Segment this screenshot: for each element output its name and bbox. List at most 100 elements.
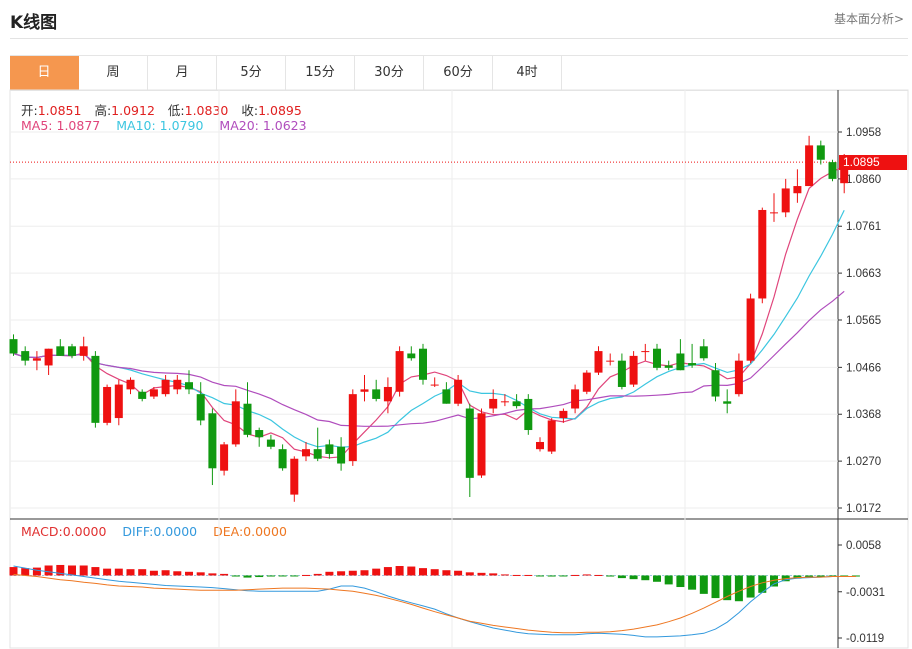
- candle-body: [302, 449, 310, 457]
- macd-tick-label: 0.0058: [846, 540, 881, 552]
- macd-bar: [103, 568, 112, 576]
- macd-bar: [512, 574, 521, 576]
- macd-bar: [653, 575, 661, 582]
- candle-body: [196, 394, 205, 421]
- macd-bar: [21, 568, 30, 576]
- tab-5min[interactable]: 5分: [217, 56, 286, 90]
- price-tick-label: 1.0761: [846, 221, 881, 233]
- macd-bar: [629, 575, 638, 580]
- tab-15min[interactable]: 15分: [286, 56, 355, 90]
- macd-bar: [208, 573, 217, 576]
- macd-bar: [582, 574, 591, 576]
- candle-body: [653, 348, 661, 368]
- candle-body: [688, 363, 697, 366]
- price-tick-label: 1.0368: [846, 409, 881, 421]
- candle-body: [629, 355, 638, 385]
- macd-bar: [290, 575, 299, 577]
- ma5-label: MA5:: [21, 118, 53, 133]
- candle-body: [559, 410, 568, 419]
- candle-body: [208, 413, 217, 469]
- price-tick-label: 1.0172: [846, 503, 881, 515]
- candle-body: [770, 212, 778, 214]
- macd-bar: [793, 575, 802, 579]
- candle-body: [161, 379, 170, 395]
- macd-bar: [255, 575, 264, 578]
- macd-bar: [430, 569, 439, 576]
- macd-bar: [231, 575, 240, 577]
- macd-bar: [243, 575, 252, 578]
- tab-30min[interactable]: 30分: [355, 56, 424, 90]
- ma20-value: 1.0623: [262, 118, 307, 133]
- macd-bar: [477, 572, 486, 576]
- macd-bar: [91, 567, 100, 576]
- macd-bar: [185, 571, 193, 576]
- candle-body: [114, 384, 123, 419]
- candle-body: [571, 389, 580, 409]
- macd-label: MACD:: [21, 524, 63, 539]
- ma10-value: 1.0790: [159, 118, 204, 133]
- page-title: K线图: [10, 13, 58, 33]
- tab-week[interactable]: 周: [79, 56, 148, 90]
- macd-bar: [337, 571, 346, 576]
- candle-body: [313, 449, 322, 459]
- candle-body: [582, 372, 591, 392]
- macd-bar: [68, 565, 76, 576]
- candle-body: [138, 391, 147, 399]
- candle-body: [325, 444, 334, 454]
- ma-legend: MA5: 1.0877 MA10: 1.0790 MA20: 1.0623: [21, 118, 319, 133]
- current-price-tag: 1.0895: [839, 155, 907, 170]
- macd-bar: [617, 575, 626, 579]
- tab-month[interactable]: 月: [148, 56, 217, 90]
- tab-4hour[interactable]: 4时: [493, 56, 562, 90]
- macd-bar: [711, 575, 720, 599]
- low-value: 1.0830: [184, 103, 229, 118]
- macd-bar: [758, 575, 767, 593]
- macd-bar: [734, 575, 743, 602]
- candle-body: [840, 162, 849, 184]
- macd-tick-label: -0.0119: [846, 633, 884, 645]
- macd-bar: [816, 575, 825, 578]
- dea-legend-item: DEA:0.0000: [213, 524, 287, 539]
- macd-bar: [220, 573, 229, 576]
- ma10-line: [13, 209, 845, 448]
- diff-legend-item: DIFF:0.0000: [122, 524, 197, 539]
- macd-bar: [79, 565, 88, 576]
- candle-body: [781, 188, 790, 213]
- macd-bar: [44, 565, 53, 576]
- candle-body: [360, 389, 369, 392]
- macd-tick-label: -0.0031: [846, 587, 885, 599]
- high-label: 高:: [94, 103, 112, 118]
- close-label: 收:: [241, 103, 259, 118]
- candle-body: [103, 386, 112, 423]
- candle-body: [512, 401, 521, 407]
- open-label: 开:: [21, 103, 38, 118]
- candle-body: [664, 365, 673, 368]
- macd-value: 0.0000: [62, 524, 107, 539]
- candle-body: [816, 145, 825, 160]
- fundamental-analysis-link[interactable]: 基本面分析>: [833, 12, 904, 26]
- tab-60min[interactable]: 60分: [424, 56, 493, 90]
- candle-body: [32, 358, 41, 361]
- macd-bar: [571, 574, 580, 576]
- candle-body: [173, 379, 182, 390]
- candle-body: [91, 355, 100, 423]
- candle-body: [746, 298, 755, 361]
- candle-body: [489, 398, 498, 409]
- candle-body: [44, 348, 53, 366]
- candle-body: [126, 379, 135, 390]
- candle-body: [372, 389, 381, 399]
- high-value: 1.0912: [111, 103, 155, 118]
- macd-bar: [56, 564, 65, 576]
- tab-day[interactable]: 日: [10, 56, 79, 90]
- ma10-legend: MA10: 1.0790: [116, 118, 203, 133]
- macd-bar: [360, 570, 369, 576]
- candle-body: [68, 346, 76, 356]
- macd-bar: [664, 575, 673, 585]
- ma5-value: 1.0877: [56, 118, 101, 133]
- candle-body: [185, 382, 193, 390]
- price-tick-label: 1.0466: [846, 362, 881, 374]
- macd-bar: [138, 569, 147, 576]
- candle-body: [734, 360, 743, 395]
- candle-body: [348, 394, 357, 462]
